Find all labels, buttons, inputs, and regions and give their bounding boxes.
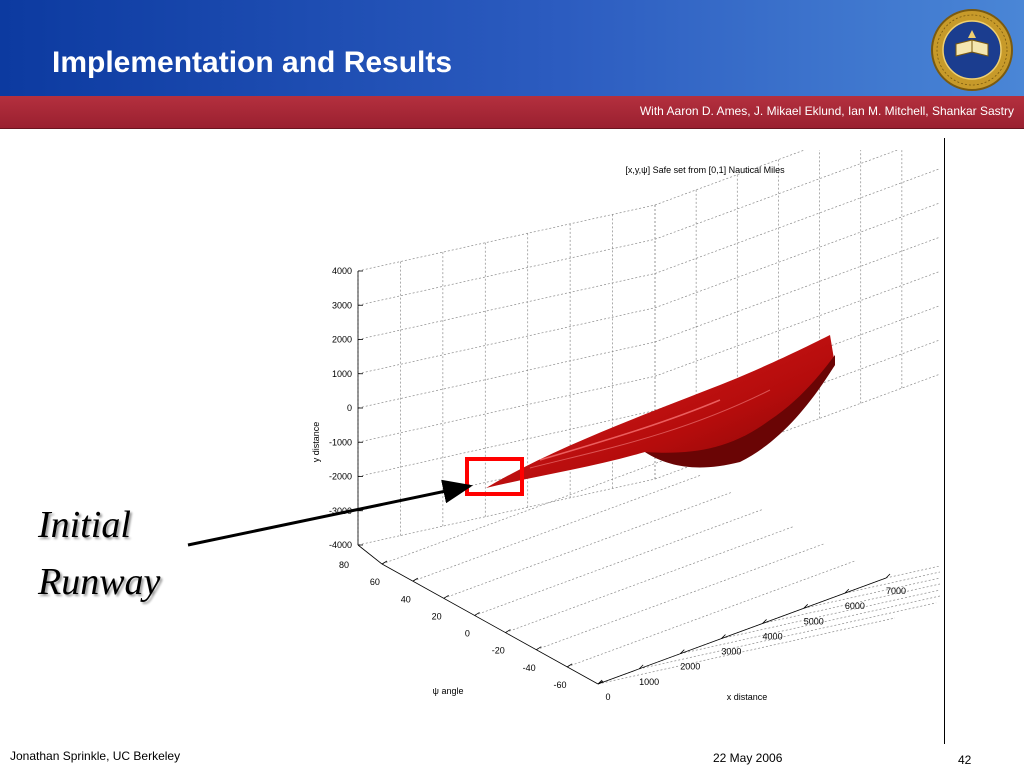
x-tick-mark (680, 649, 685, 654)
x-tick-label: 1000 (639, 677, 659, 687)
x-tick-label: 7000 (886, 586, 906, 596)
psi-tick-label: 60 (370, 577, 380, 587)
psi-tick-label: 80 (339, 560, 349, 570)
page-number: 42 (958, 753, 972, 767)
y-tick-label: -2000 (329, 472, 352, 482)
x-tick-mark (803, 604, 808, 609)
grid-line (357, 204, 656, 272)
psi-tick-label: 0 (465, 629, 470, 639)
chart-title: [x,y,ψ] Safe set from [0,1] Nautical Mil… (625, 165, 785, 175)
uc-seal-logo (931, 9, 1013, 91)
grid-line (505, 526, 794, 633)
grid-line (597, 617, 896, 685)
psi-tick-mark (597, 680, 604, 685)
grid-line (357, 478, 656, 546)
psi-tick-mark (566, 663, 573, 668)
x-axis-label: x distance (727, 692, 768, 702)
x-tick-label: 0 (605, 692, 610, 702)
grid-line (680, 595, 940, 655)
x-tick-mark (762, 619, 767, 624)
safe-set-3d-plot: [x,y,ψ] Safe set from [0,1] Nautical Mil… (311, 150, 940, 702)
grid-line (412, 474, 701, 582)
psi-tick-mark (536, 646, 542, 651)
x-tick-mark (721, 634, 726, 639)
x-axis-line (597, 577, 887, 685)
x-tick-label: 4000 (763, 631, 783, 641)
psi-tick-label: 20 (432, 611, 442, 621)
grid-line (639, 602, 937, 670)
author-credits: With Aaron D. Ames, J. Mikael Eklund, Ia… (639, 104, 1014, 118)
psi-tick-mark (381, 560, 388, 565)
x-tick-mark (638, 664, 644, 670)
grid-line (474, 509, 763, 616)
grid-line (357, 273, 656, 340)
grid-line (654, 270, 940, 377)
y-tick-label: 3000 (332, 300, 352, 310)
y-tick-label: 1000 (332, 369, 352, 379)
grid-line (536, 543, 825, 651)
psi-tick-label: -40 (523, 663, 536, 673)
footer-date: 22 May 2006 (713, 751, 783, 765)
x-tick-label: 6000 (845, 601, 865, 611)
y-tick-label: -3000 (329, 506, 352, 516)
y-tick-label: 0 (347, 403, 352, 413)
grid-line (567, 560, 856, 668)
y-tick-label: -4000 (329, 540, 352, 550)
grid-line (357, 410, 656, 477)
grid-line (654, 168, 940, 274)
slide-divider-line (944, 138, 945, 744)
psi-axis-label: ψ angle (433, 686, 464, 696)
box-edge (357, 544, 383, 565)
initial-runway-marker (465, 457, 524, 496)
grid-line (762, 583, 940, 624)
initial-label: Initial (38, 504, 131, 546)
psi-tick-mark (474, 612, 480, 616)
x-tick-label: 5000 (804, 616, 824, 626)
slide-header (0, 0, 1024, 96)
psi-tick-label: -60 (553, 680, 566, 690)
grid-line (654, 150, 806, 206)
author-bar (0, 96, 1024, 129)
psi-tick-label: -20 (492, 646, 505, 656)
y-axis-label: y distance (311, 422, 321, 463)
psi-tick-mark (505, 629, 511, 633)
safe-set-surface (486, 335, 835, 488)
slide-title: Implementation and Results (52, 46, 453, 79)
x-tick-mark (844, 588, 850, 594)
grid-line (721, 589, 940, 639)
runway-label: Runway (38, 561, 161, 603)
y-tick-label: 2000 (332, 335, 352, 345)
grid-line (654, 202, 940, 309)
psi-axis-line (381, 563, 599, 685)
footer-presenter: Jonathan Sprinkle, UC Berkeley (10, 749, 181, 763)
grid-line (357, 307, 656, 375)
grid-line (443, 491, 732, 599)
grid-line (357, 375, 656, 443)
grid-line (654, 373, 940, 480)
psi-tick-mark (412, 577, 419, 582)
y-tick-label: -1000 (329, 437, 352, 447)
x-tick-mark (885, 573, 891, 579)
grid-line (654, 150, 899, 240)
grid-line (381, 457, 671, 565)
grid-line (357, 238, 656, 306)
x-tick-label: 3000 (721, 647, 741, 657)
x-tick-label: 2000 (680, 662, 700, 672)
grid-line (654, 236, 940, 343)
grid-line (357, 341, 656, 409)
psi-tick-label: 40 (401, 594, 411, 604)
psi-tick-mark (443, 594, 449, 599)
y-tick-label: 4000 (332, 266, 352, 276)
